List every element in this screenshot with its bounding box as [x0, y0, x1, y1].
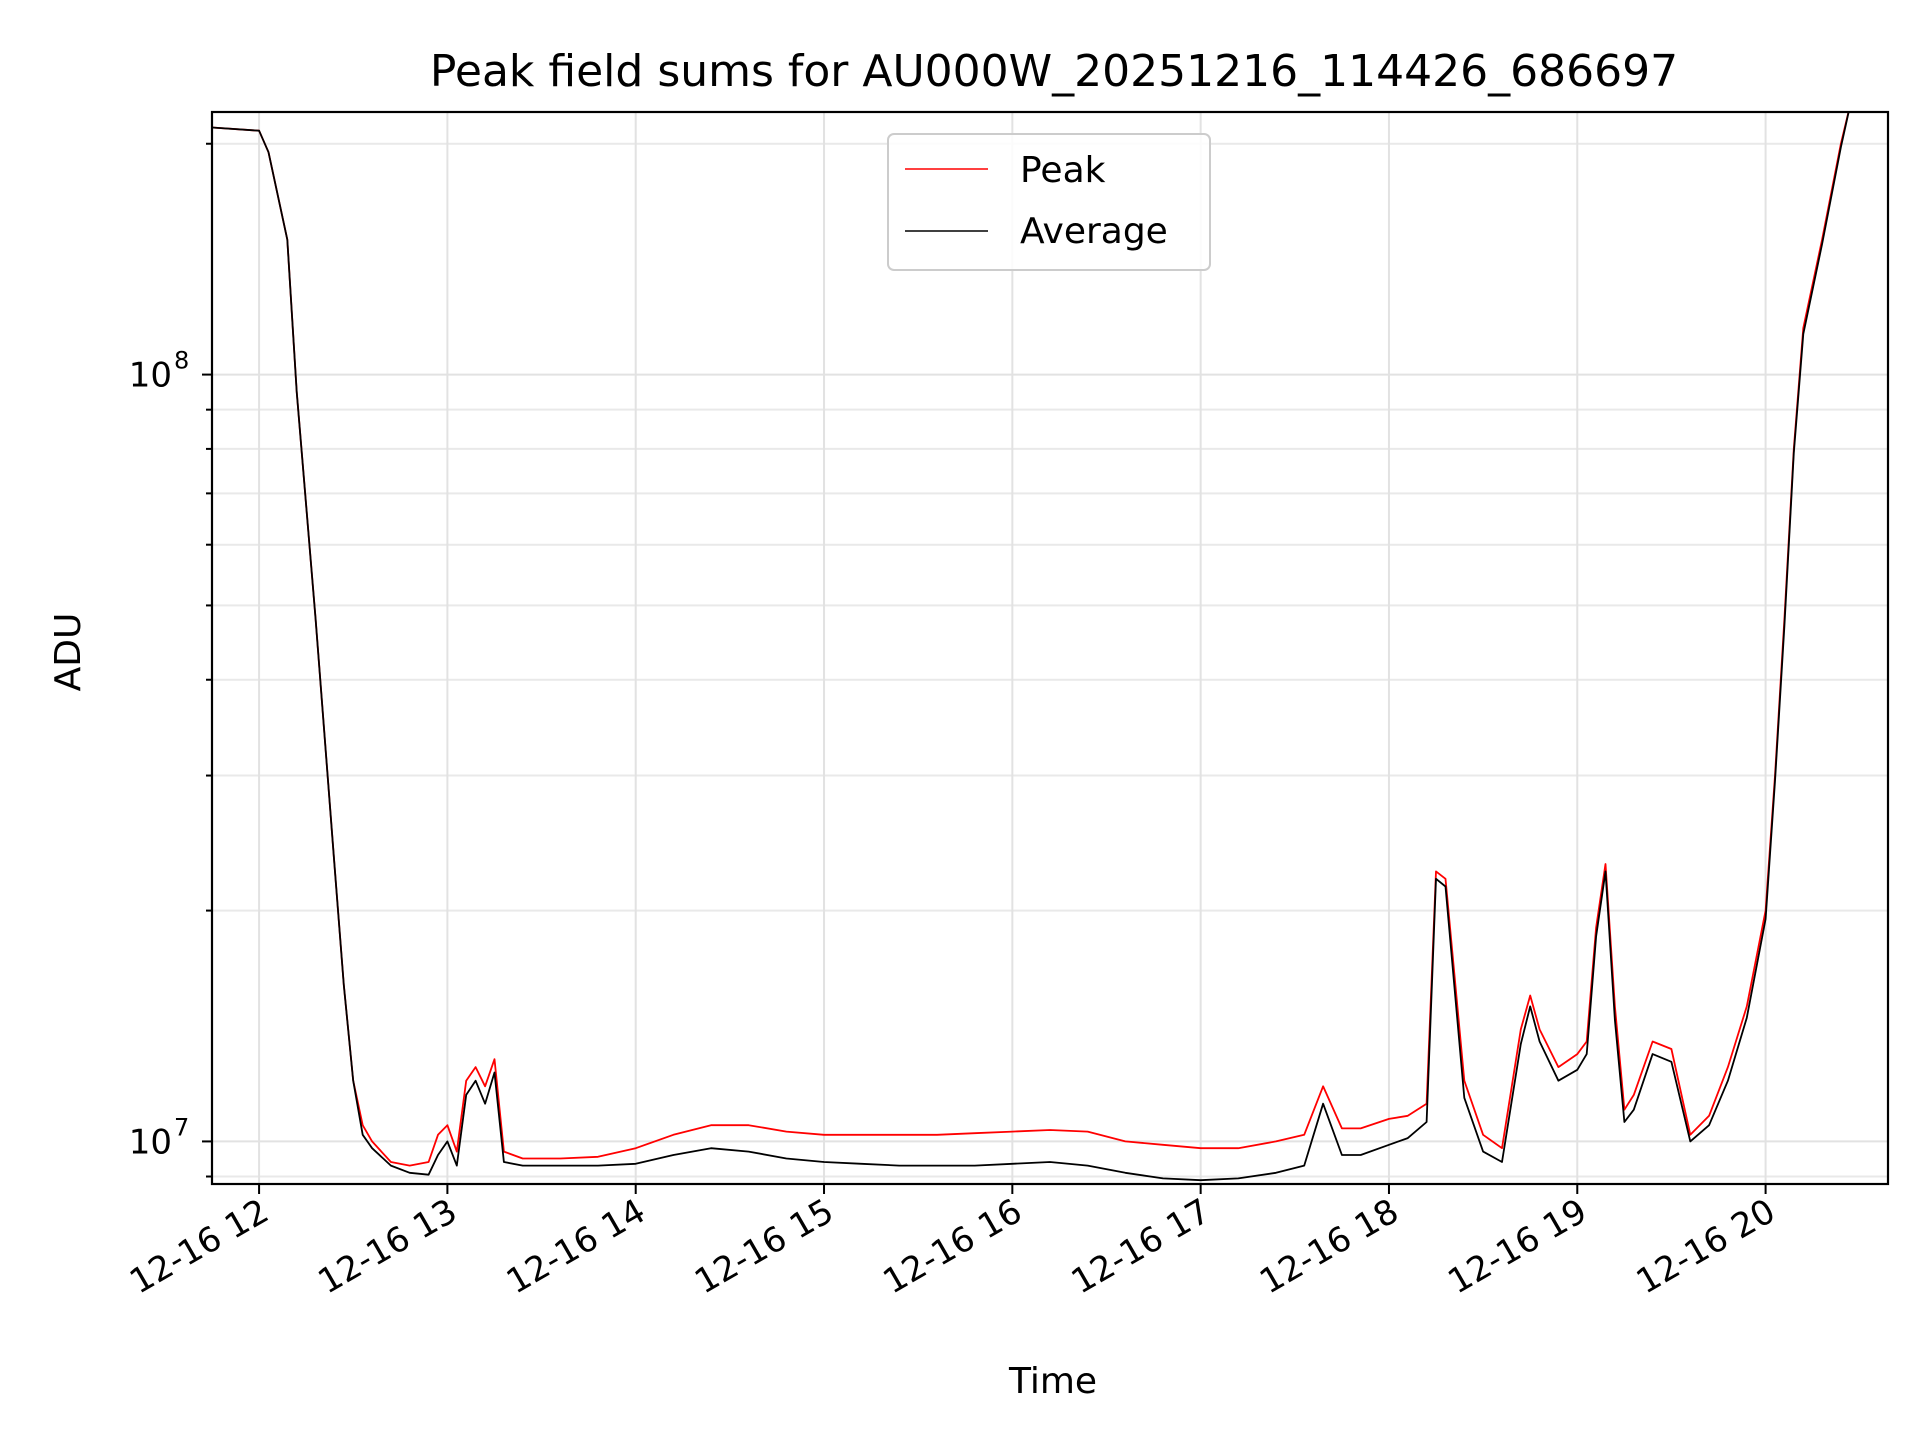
- y-tick-exponent: 7: [174, 1113, 189, 1141]
- chart-title: Peak field sums for AU000W_20251216_1144…: [430, 46, 1678, 97]
- y-tick-label: 10: [129, 356, 172, 396]
- y-tick-base: 10: [129, 1122, 172, 1162]
- plot-frame: [210, 110, 1890, 1186]
- plot-lines: [212, 112, 1850, 1182]
- legend-box: [887, 133, 1211, 271]
- legend-label-peak: Peak: [1020, 150, 1106, 191]
- series-line-average: [212, 112, 1850, 1182]
- y-axis-label: ADU: [48, 613, 89, 692]
- legend: Peak Average: [887, 133, 1211, 271]
- series-line-peak: [212, 112, 1850, 1167]
- major-grid: [212, 112, 1888, 1184]
- y-tick-base: 10: [129, 356, 172, 396]
- legend-label-average: Average: [1020, 211, 1168, 252]
- x-axis-label: Time: [1008, 1361, 1097, 1402]
- y-tick-label: 10: [129, 1122, 172, 1162]
- y-tick-exponent: 8: [174, 347, 189, 375]
